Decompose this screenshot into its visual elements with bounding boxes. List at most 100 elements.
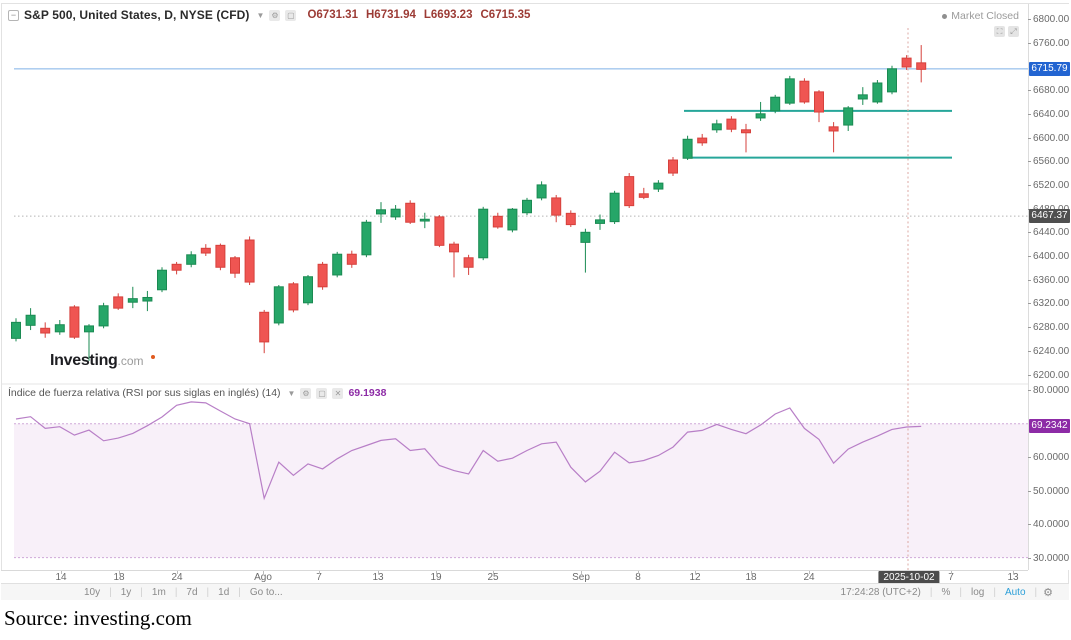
- range-button-1d[interactable]: 1d: [218, 586, 230, 598]
- chart-action-icons: ⛶ ⤢: [994, 26, 1019, 37]
- candle-body: [492, 215, 503, 228]
- candle-body: [682, 138, 693, 159]
- time-tick-label: 18: [113, 572, 125, 583]
- marker-date-badge: 2025-10-02: [878, 571, 940, 584]
- axis-tick: [1028, 279, 1031, 281]
- percent-scale-button[interactable]: %: [941, 586, 951, 598]
- close-label: C: [480, 9, 489, 21]
- fullscreen-icon[interactable]: ⤢: [1008, 26, 1019, 37]
- time-tick-label: 24: [803, 572, 815, 583]
- candle-body: [332, 253, 343, 276]
- price-tick-label: 6800.00: [1033, 14, 1070, 25]
- log-scale-button[interactable]: log: [970, 586, 985, 598]
- time-tick-label: Ago: [254, 572, 272, 583]
- range-button-1m[interactable]: 1m: [151, 586, 166, 598]
- time-tick: [177, 571, 178, 574]
- axis-tick: [1028, 524, 1031, 526]
- candle-body: [668, 159, 678, 174]
- time-tick: [1013, 571, 1014, 574]
- market-status: Market Closed: [942, 10, 1019, 22]
- axis-tick: [1028, 90, 1031, 92]
- candle-body: [843, 107, 854, 126]
- watermark-com: .com: [117, 354, 144, 368]
- low-label: L: [423, 9, 431, 21]
- price-tick-label: 6240.00: [1033, 345, 1070, 357]
- range-button-10y[interactable]: 10y: [84, 586, 101, 598]
- candle-body: [303, 276, 313, 304]
- candle-body: [390, 208, 401, 218]
- candle-body: [551, 197, 562, 216]
- axis-tick: [1028, 457, 1031, 459]
- prev-close-badge: 6467.37: [1029, 209, 1070, 224]
- candle-body: [770, 96, 781, 112]
- rsi-tick-label: 80.0000: [1033, 385, 1070, 397]
- price-tick-label: 6600.00: [1033, 132, 1070, 144]
- rsi-hide-icon[interactable]: ▢: [316, 387, 328, 399]
- rsi-title[interactable]: Índice de fuerza relativa (RSI por sus s…: [8, 387, 281, 399]
- investing-watermark: Investing.com: [50, 352, 155, 370]
- axis-tick: [1028, 350, 1031, 352]
- axis-tick: [1028, 19, 1031, 20]
- rsi-settings-icon[interactable]: ⚙: [300, 387, 312, 399]
- range-button-7d[interactable]: 7d: [186, 586, 198, 598]
- price-axis[interactable]: 6800.00 6760.00 6680.00 6640.00 6600.00 6560.…: [1028, 4, 1070, 570]
- rsi-legend[interactable]: Índice de fuerza relativa (RSI por sus s…: [8, 386, 386, 400]
- close-value: 6715.35: [488, 9, 531, 21]
- rsi-tick-label: 60.0000: [1033, 452, 1070, 464]
- candle-body: [200, 247, 211, 254]
- time-tick-label: 13: [372, 572, 384, 583]
- time-tick: [378, 571, 379, 574]
- time-axis[interactable]: 14 18 24 Ago 7 13 19 25 Sep 8 12 18 24 7 13 2025-10-02: [1, 570, 1028, 584]
- candle-body: [872, 82, 883, 103]
- chevron-down-icon[interactable]: ▼: [256, 10, 265, 20]
- candle-body: [54, 324, 65, 333]
- range-button-1y[interactable]: 1y: [120, 586, 132, 598]
- goto-button[interactable]: Go to...: [249, 586, 283, 598]
- candle-body: [726, 118, 737, 130]
- toolbar-separator: |: [109, 586, 112, 598]
- rsi-band: [14, 423, 1028, 558]
- time-tick: [581, 571, 582, 574]
- axis-tick: [1028, 161, 1031, 163]
- candle-body: [609, 192, 620, 223]
- candle-body: [857, 94, 868, 100]
- time-tick: [436, 571, 437, 574]
- axis-tick: [1028, 42, 1031, 44]
- symbol-legend[interactable]: − S&P 500, United States, D, NYSE (CFD) …: [8, 6, 530, 24]
- candle-body: [463, 257, 474, 268]
- candlestick-chart-canvas[interactable]: [0, 0, 1071, 600]
- chevron-down-icon[interactable]: ▼: [287, 388, 296, 398]
- high-value: 6731.94: [374, 9, 416, 21]
- time-tick-label: 7: [316, 572, 322, 583]
- rsi-tick-label: 40.0000: [1033, 519, 1070, 531]
- time-tick-label: 7: [948, 572, 954, 583]
- candle-body: [376, 209, 386, 215]
- auto-scale-button[interactable]: Auto: [1004, 586, 1026, 598]
- rsi-delete-icon[interactable]: ✕: [332, 387, 344, 399]
- price-tick-label: 6360.00: [1033, 274, 1070, 286]
- candle-body: [434, 216, 445, 246]
- axis-tick: [1028, 374, 1031, 376]
- price-tick-label: 6640.00: [1033, 108, 1070, 120]
- price-tick-label: 6760.00: [1033, 37, 1070, 49]
- collapse-pane-icon[interactable]: −: [8, 9, 19, 21]
- time-tick: [319, 571, 320, 574]
- toolbar-separator: |: [140, 586, 143, 598]
- hide-icon[interactable]: ▢: [285, 9, 297, 21]
- candle-body: [84, 325, 94, 333]
- candle-body: [25, 314, 36, 326]
- toolbar-right: 17:24:28 (UTC+2) | % | log | Auto | ⚙: [832, 586, 1059, 599]
- price-tick-label: 6200.00: [1033, 369, 1070, 381]
- toolbar-separator: |: [206, 586, 210, 598]
- screenshot-icon[interactable]: ⛶: [994, 26, 1005, 37]
- open-label: O: [307, 9, 317, 21]
- candle-body: [901, 57, 912, 68]
- gear-icon[interactable]: ⚙: [1043, 586, 1053, 599]
- axis-tick: [1028, 113, 1031, 115]
- candle-body: [230, 257, 240, 274]
- axis-tick: [1028, 327, 1031, 329]
- axis-tick: [1028, 303, 1031, 305]
- settings-icon[interactable]: ⚙: [269, 9, 281, 21]
- candle-body: [317, 263, 328, 288]
- symbol-title[interactable]: S&P 500, United States, D, NYSE (CFD): [24, 8, 250, 22]
